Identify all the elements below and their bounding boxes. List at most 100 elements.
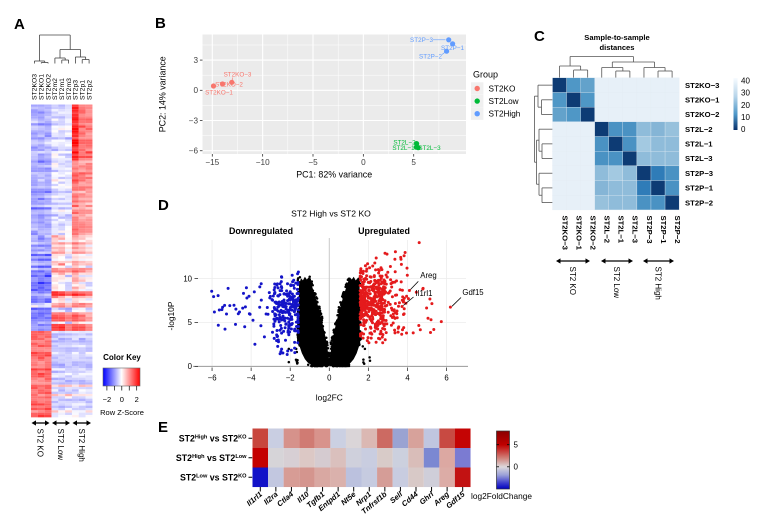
svg-text:ST2KO−3: ST2KO−3: [685, 81, 719, 90]
svg-text:ST2m2: ST2m2: [52, 78, 59, 100]
svg-text:0: 0: [327, 374, 332, 383]
svg-text:ST2L−2: ST2L−2: [685, 125, 713, 134]
svg-text:distances: distances: [599, 43, 634, 52]
svg-text:5: 5: [514, 441, 519, 450]
svg-text:30: 30: [741, 89, 750, 98]
svg-text:log2FoldChange: log2FoldChange: [471, 491, 532, 501]
svg-text:Il1rl1: Il1rl1: [416, 289, 433, 298]
svg-text:A: A: [14, 16, 25, 33]
svg-text:ST2L−3: ST2L−3: [631, 216, 640, 244]
svg-text:ST2KO−2: ST2KO−2: [215, 81, 243, 88]
svg-text:0: 0: [361, 158, 366, 167]
svg-text:Nt5e: Nt5e: [339, 489, 358, 507]
svg-text:ST2L−2: ST2L−2: [603, 215, 612, 243]
svg-text:−5: −5: [308, 158, 318, 167]
svg-text:Areg: Areg: [420, 271, 436, 280]
svg-text:ST2P−1: ST2P−1: [659, 215, 668, 244]
svg-text:2: 2: [135, 395, 139, 404]
svg-text:ST2P−1: ST2P−1: [685, 184, 714, 193]
svg-text:−6: −6: [208, 374, 217, 383]
svg-text:ST2 High vs ST2 KO: ST2 High vs ST2 KO: [291, 209, 371, 219]
svg-text:Downregulated: Downregulated: [229, 226, 293, 236]
svg-text:4: 4: [405, 374, 410, 383]
svg-text:PC2: 14% variance: PC2: 14% variance: [157, 56, 167, 132]
svg-text:−4: −4: [247, 374, 257, 383]
svg-text:−2: −2: [286, 374, 295, 383]
svg-text:ST2 High: ST2 High: [77, 429, 86, 462]
svg-text:ST2KO−1: ST2KO−1: [574, 215, 583, 250]
svg-text:ST2KO−2: ST2KO−2: [588, 216, 597, 250]
svg-text:0: 0: [514, 463, 519, 472]
svg-text:ST2KO−2: ST2KO−2: [685, 110, 719, 119]
svg-text:Gdf15: Gdf15: [444, 489, 467, 510]
svg-text:ST2m3: ST2m3: [66, 78, 73, 100]
svg-text:40: 40: [741, 77, 750, 86]
svg-text:ST2 KO: ST2 KO: [568, 267, 577, 295]
svg-text:−6: −6: [189, 147, 199, 156]
svg-text:Il1rl1: Il1rl1: [245, 490, 264, 508]
svg-text:0: 0: [193, 86, 198, 95]
svg-text:ST2P−3: ST2P−3: [645, 216, 654, 244]
svg-text:ST2m1: ST2m1: [59, 78, 66, 100]
svg-text:2: 2: [366, 374, 370, 383]
svg-text:Upregulated: Upregulated: [358, 226, 410, 236]
svg-text:ST2Low vs ST2KO: ST2Low vs ST2KO: [180, 473, 247, 483]
svg-text:ST2P−3: ST2P−3: [685, 169, 713, 178]
svg-text:0: 0: [188, 362, 193, 371]
svg-text:ST2High vs ST2KO: ST2High vs ST2KO: [179, 434, 247, 444]
svg-text:0: 0: [741, 125, 746, 134]
svg-text:ST2 Low: ST2 Low: [56, 429, 65, 461]
svg-text:ST2p1: ST2p1: [79, 80, 86, 100]
svg-text:ST2Low: ST2Low: [489, 97, 519, 106]
svg-text:ST2KO−3: ST2KO−3: [560, 215, 569, 249]
svg-text:Row Z-Score: Row Z-Score: [100, 408, 144, 417]
svg-text:5: 5: [411, 158, 416, 167]
svg-text:ST2L−1: ST2L−1: [685, 140, 713, 149]
svg-text:ST2P−2: ST2P−2: [419, 54, 442, 61]
svg-text:−3: −3: [189, 116, 199, 125]
svg-text:−2: −2: [103, 395, 112, 404]
svg-text:ST2KO3: ST2KO3: [32, 74, 39, 100]
svg-text:C: C: [534, 28, 545, 45]
svg-text:Ctla4: Ctla4: [275, 489, 296, 508]
svg-text:D: D: [158, 197, 169, 214]
svg-text:log2FC: log2FC: [316, 393, 343, 403]
svg-text:ST2P−1: ST2P−1: [441, 45, 464, 52]
svg-text:E: E: [158, 419, 168, 436]
svg-text:ST2KO: ST2KO: [489, 84, 516, 93]
svg-text:B: B: [155, 15, 166, 32]
svg-text:ST2P−3: ST2P−3: [410, 37, 433, 44]
svg-text:ST2L−1: ST2L−1: [392, 145, 415, 152]
svg-text:ST2KO−3: ST2KO−3: [224, 72, 252, 79]
svg-text:6: 6: [444, 374, 448, 383]
svg-text:0: 0: [120, 395, 124, 404]
svg-text:−10: −10: [256, 158, 270, 167]
svg-text:ST2KO−1: ST2KO−1: [205, 90, 233, 97]
svg-text:3: 3: [193, 56, 198, 65]
svg-text:ST2High: ST2High: [489, 110, 521, 119]
svg-text:ST2L−3: ST2L−3: [685, 154, 713, 163]
svg-text:Color Key: Color Key: [103, 353, 141, 362]
svg-text:PC1: 82% variance: PC1: 82% variance: [296, 170, 372, 180]
svg-text:ST2 Low: ST2 Low: [612, 267, 621, 299]
svg-text:ST2KO2: ST2KO2: [45, 74, 52, 100]
svg-text:ST2 KO: ST2 KO: [36, 429, 45, 457]
svg-text:ST2KO1: ST2KO1: [39, 74, 46, 100]
svg-text:ST2High vs ST2Low: ST2High vs ST2Low: [176, 453, 247, 463]
svg-text:ST2P−2: ST2P−2: [685, 198, 713, 207]
svg-text:ST2P−2: ST2P−2: [673, 216, 682, 244]
svg-text:ST2L−3: ST2L−3: [418, 145, 441, 152]
svg-text:Group: Group: [473, 70, 498, 80]
svg-text:−15: −15: [205, 158, 219, 167]
svg-text:-log10P: -log10P: [166, 301, 176, 330]
svg-text:5: 5: [188, 318, 193, 327]
svg-text:ST2p2: ST2p2: [86, 80, 93, 100]
svg-text:ST2KO−1: ST2KO−1: [685, 96, 720, 105]
svg-text:20: 20: [741, 101, 750, 110]
svg-text:10: 10: [741, 113, 750, 122]
svg-text:Gdf15: Gdf15: [462, 288, 484, 297]
svg-text:ST2 High: ST2 High: [653, 267, 662, 300]
svg-text:ST2L−2: ST2L−2: [393, 139, 416, 146]
svg-text:Sample-to-sample: Sample-to-sample: [584, 33, 649, 42]
svg-text:ST2L−1: ST2L−1: [617, 215, 626, 243]
